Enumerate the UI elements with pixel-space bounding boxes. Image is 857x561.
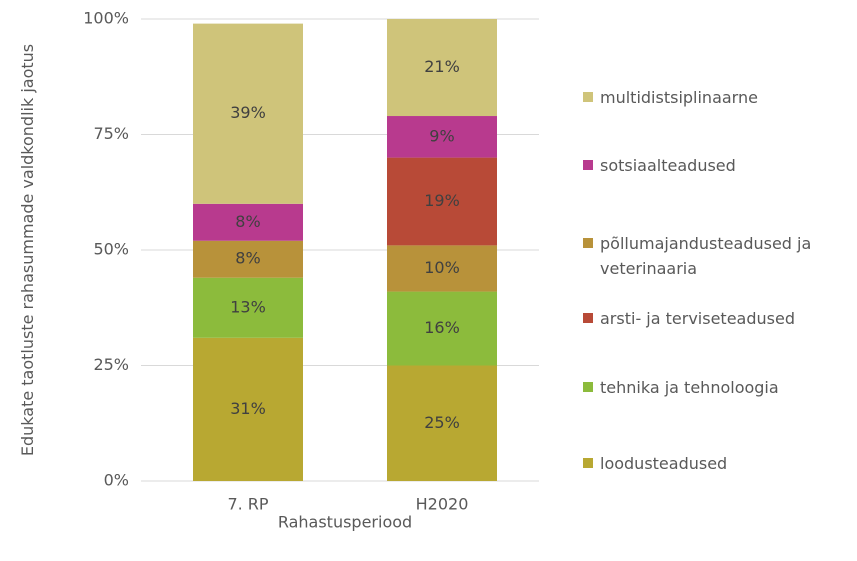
legend-swatch xyxy=(583,458,593,468)
bar-segment xyxy=(387,116,497,158)
y-tick-label: 50% xyxy=(93,240,129,259)
legend-label: arsti- ja terviseteadused xyxy=(600,308,795,328)
legend-swatch xyxy=(583,238,593,248)
y-tick-label: 25% xyxy=(93,355,129,374)
legend-swatch xyxy=(583,92,593,102)
data-label: 39% xyxy=(230,103,266,122)
data-label: 16% xyxy=(424,318,460,337)
legend-label: põllumajandusteadused ja veterinaaria xyxy=(600,233,812,278)
data-label: 21% xyxy=(424,57,460,76)
legend-label: loodusteadused xyxy=(600,453,728,473)
legend-swatch xyxy=(583,160,593,170)
legend-swatch xyxy=(583,382,593,392)
y-tick-label: 100% xyxy=(83,9,129,28)
bar-segment xyxy=(387,291,497,366)
data-label: 25% xyxy=(424,413,460,432)
legend-label: sotsiaalteadused xyxy=(600,155,736,175)
legend-label: multidistsiplinaarne xyxy=(600,87,758,107)
x-tick-label: H2020 xyxy=(416,495,469,514)
data-label: 9% xyxy=(429,126,454,145)
bar-segment xyxy=(193,337,303,481)
data-label: 8% xyxy=(235,249,260,268)
legend-swatch xyxy=(583,313,593,323)
bar-segment xyxy=(193,203,303,241)
y-tick-label: 75% xyxy=(93,124,129,143)
x-axis-label: Rahastusperiood xyxy=(278,513,412,532)
bar-segment xyxy=(387,157,497,246)
bar-segment xyxy=(193,240,303,278)
bar-segment xyxy=(193,23,303,204)
bar-segment xyxy=(193,277,303,338)
bar-segment xyxy=(387,19,497,117)
data-label: 19% xyxy=(424,191,460,210)
y-axis-label: Edukate taotluste rahasummade valdkondli… xyxy=(18,43,37,457)
legend-label: tehnika ja tehnoloogia xyxy=(600,377,779,397)
bar-segment xyxy=(387,365,497,481)
y-tick-label: 0% xyxy=(104,471,129,490)
x-tick-label: 7. RP xyxy=(227,495,268,514)
data-label: 10% xyxy=(424,258,460,277)
data-label: 31% xyxy=(230,399,266,418)
data-label: 13% xyxy=(230,297,266,316)
data-label: 8% xyxy=(235,212,260,231)
bar-segment xyxy=(387,245,497,292)
